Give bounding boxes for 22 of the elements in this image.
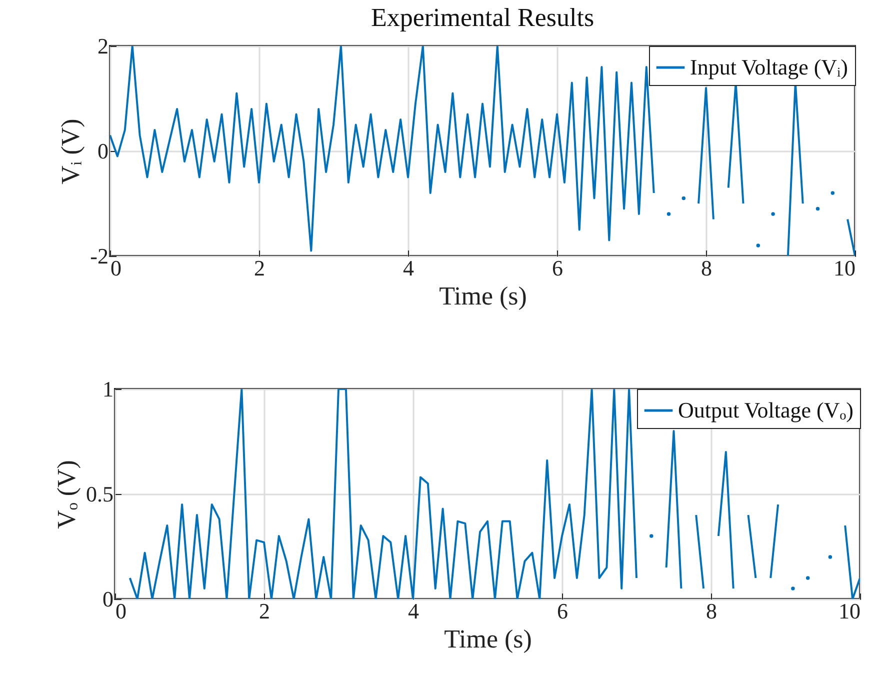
x-tick-label: 8 xyxy=(701,256,712,280)
x-tick-label: 4 xyxy=(408,598,419,624)
x-tick-label: 10 xyxy=(838,598,860,624)
legend-label: Output Voltage (Vₒ) xyxy=(678,398,854,422)
y-tick-label: 2 xyxy=(98,34,108,58)
x-tick-label: 10 xyxy=(834,256,856,280)
y-tick-label: 0 xyxy=(98,138,108,164)
x-tick-label: 8 xyxy=(706,598,717,624)
chart-title: Experimental Results xyxy=(370,3,594,32)
x-tick-label: 2 xyxy=(259,598,270,624)
legend-label: Input Voltage (Vᵢ) xyxy=(690,54,848,80)
x-tick-label: 4 xyxy=(403,256,414,280)
y-tick-label: 1 xyxy=(102,376,114,402)
x-tick-label: 6 xyxy=(557,598,568,624)
y-axis-title: Vₒ (V) xyxy=(52,460,81,529)
y-tick-label: -2 xyxy=(90,244,108,268)
x-axis-title: Time (s) xyxy=(444,624,532,654)
y-tick-label: 0.5 xyxy=(86,482,114,506)
y-axis-title: Vᵢ (V) xyxy=(56,118,86,184)
x-tick-label: 2 xyxy=(254,256,265,280)
x-axis-title: Time (s) xyxy=(439,282,527,310)
x-tick-label: 6 xyxy=(552,256,563,280)
